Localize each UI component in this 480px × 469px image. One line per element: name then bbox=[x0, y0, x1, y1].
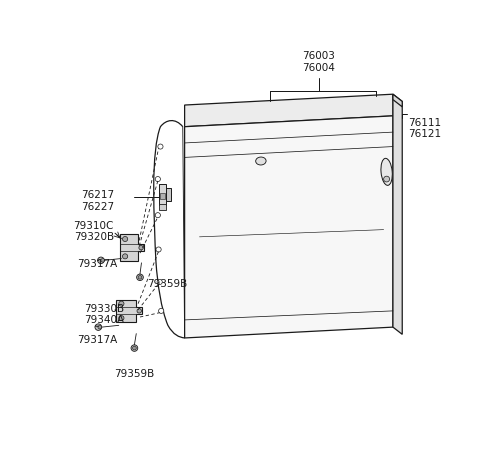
Text: 79317A: 79317A bbox=[77, 335, 117, 345]
FancyBboxPatch shape bbox=[158, 184, 166, 204]
Circle shape bbox=[139, 245, 144, 250]
Text: 79359B: 79359B bbox=[147, 279, 188, 289]
Ellipse shape bbox=[256, 157, 266, 165]
Polygon shape bbox=[393, 94, 402, 107]
Circle shape bbox=[158, 308, 164, 313]
Circle shape bbox=[137, 309, 142, 313]
Polygon shape bbox=[393, 94, 402, 334]
Ellipse shape bbox=[381, 159, 392, 185]
FancyBboxPatch shape bbox=[166, 188, 171, 201]
Text: 79359B: 79359B bbox=[114, 369, 155, 378]
Circle shape bbox=[122, 254, 128, 259]
Text: 76217
76227: 76217 76227 bbox=[81, 190, 114, 212]
Circle shape bbox=[156, 247, 161, 252]
Circle shape bbox=[157, 280, 162, 285]
Circle shape bbox=[137, 274, 144, 280]
Text: 79317A: 79317A bbox=[77, 259, 117, 269]
Circle shape bbox=[98, 325, 102, 329]
Circle shape bbox=[138, 275, 142, 279]
Text: 79330B
79340A: 79330B 79340A bbox=[84, 304, 124, 325]
Text: 76003
76004: 76003 76004 bbox=[302, 51, 335, 73]
Polygon shape bbox=[185, 116, 393, 338]
Circle shape bbox=[158, 144, 163, 149]
Polygon shape bbox=[116, 300, 142, 322]
Circle shape bbox=[122, 236, 128, 242]
Circle shape bbox=[119, 301, 124, 306]
Text: 76111
76121: 76111 76121 bbox=[408, 118, 441, 139]
FancyBboxPatch shape bbox=[159, 204, 166, 210]
FancyBboxPatch shape bbox=[160, 193, 165, 199]
Circle shape bbox=[132, 346, 136, 350]
Circle shape bbox=[119, 316, 124, 321]
Circle shape bbox=[97, 257, 104, 264]
Circle shape bbox=[155, 212, 160, 218]
Circle shape bbox=[101, 258, 105, 262]
Text: 79310C
79320B: 79310C 79320B bbox=[73, 220, 114, 242]
Circle shape bbox=[155, 176, 160, 182]
Circle shape bbox=[131, 345, 138, 351]
Circle shape bbox=[384, 176, 390, 182]
Polygon shape bbox=[120, 234, 144, 261]
Polygon shape bbox=[185, 94, 393, 127]
Circle shape bbox=[95, 324, 102, 330]
